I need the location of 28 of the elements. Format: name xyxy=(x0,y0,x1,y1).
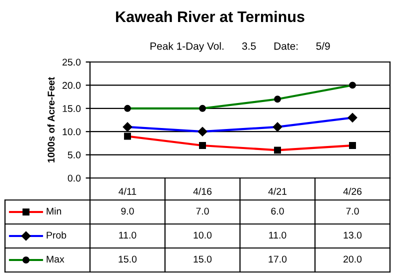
data-label: 15.0 xyxy=(118,256,137,263)
data-label: 20.0 xyxy=(344,256,362,263)
legend-label: Prob xyxy=(46,231,66,239)
data-label: 11.0 xyxy=(119,232,136,239)
legend-label: Max xyxy=(46,256,64,263)
y-tick-label: 15.0 xyxy=(62,105,81,112)
x-tick-label: 4/26 xyxy=(343,188,362,195)
y-tick-label: 5.0 xyxy=(68,152,81,158)
data-label: 13.0 xyxy=(344,232,362,239)
y-tick-label: 20.0 xyxy=(62,82,81,89)
data-label: 7.0 xyxy=(196,208,209,215)
y-axis-title: 1000s of Acre-Feet xyxy=(47,77,55,162)
legend-label: Min xyxy=(46,207,62,215)
data-label: 9.0 xyxy=(121,208,134,215)
data-label: 11.0 xyxy=(269,232,286,239)
y-tick-label: 10.0 xyxy=(62,128,81,136)
x-tick-label: 4/21 xyxy=(268,188,286,195)
x-tick-label: 4/16 xyxy=(193,188,212,195)
y-tick-label: 0.0 xyxy=(68,174,81,182)
data-label: 15.0 xyxy=(194,256,212,263)
chart-title: Kaweah River at Terminus xyxy=(116,10,304,22)
y-tick-label: 25.0 xyxy=(62,58,81,66)
data-label: 10.0 xyxy=(194,232,212,239)
chart-subtitle: Peak 1-Day Vol. 3.5 Date: 5/9 xyxy=(150,42,330,52)
data-label: 7.0 xyxy=(346,208,359,215)
data-label: 17.0 xyxy=(268,256,287,263)
data-label: 6.0 xyxy=(271,208,284,215)
x-tick-label: 4/11 xyxy=(118,188,136,195)
